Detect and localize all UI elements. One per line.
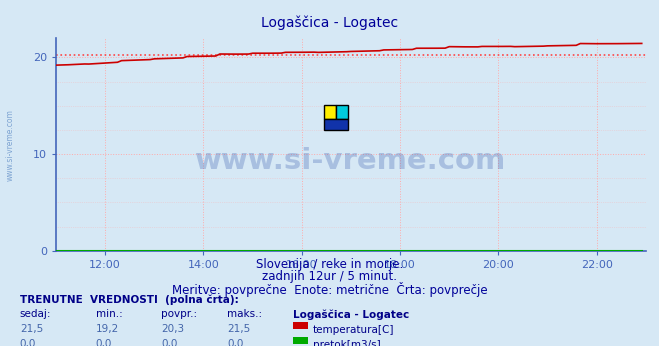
Text: maks.:: maks.: <box>227 309 262 319</box>
FancyBboxPatch shape <box>324 105 336 119</box>
Text: Logaščica - Logatec: Logaščica - Logatec <box>293 309 409 320</box>
Text: www.si-vreme.com: www.si-vreme.com <box>195 147 507 175</box>
Text: min.:: min.: <box>96 309 123 319</box>
Text: 21,5: 21,5 <box>20 324 43 334</box>
Text: TRENUTNE  VREDNOSTI  (polna črta):: TRENUTNE VREDNOSTI (polna črta): <box>20 295 239 305</box>
Text: 20,3: 20,3 <box>161 324 185 334</box>
Text: 0,0: 0,0 <box>96 339 112 346</box>
Text: 0,0: 0,0 <box>227 339 244 346</box>
Text: 0,0: 0,0 <box>20 339 36 346</box>
Text: 0,0: 0,0 <box>161 339 178 346</box>
Text: 21,5: 21,5 <box>227 324 250 334</box>
FancyBboxPatch shape <box>336 105 348 119</box>
Text: sedaj:: sedaj: <box>20 309 51 319</box>
Text: Logaščica - Logatec: Logaščica - Logatec <box>261 16 398 30</box>
Text: pretok[m3/s]: pretok[m3/s] <box>313 340 381 346</box>
Text: Slovenija / reke in morje.: Slovenija / reke in morje. <box>256 258 403 271</box>
Text: 19,2: 19,2 <box>96 324 119 334</box>
Text: www.si-vreme.com: www.si-vreme.com <box>5 109 14 181</box>
Text: povpr.:: povpr.: <box>161 309 198 319</box>
Text: Meritve: povprečne  Enote: metrične  Črta: povprečje: Meritve: povprečne Enote: metrične Črta:… <box>172 282 487 297</box>
Text: temperatura[C]: temperatura[C] <box>313 325 395 335</box>
Text: zadnjih 12ur / 5 minut.: zadnjih 12ur / 5 minut. <box>262 270 397 283</box>
FancyBboxPatch shape <box>324 119 348 130</box>
